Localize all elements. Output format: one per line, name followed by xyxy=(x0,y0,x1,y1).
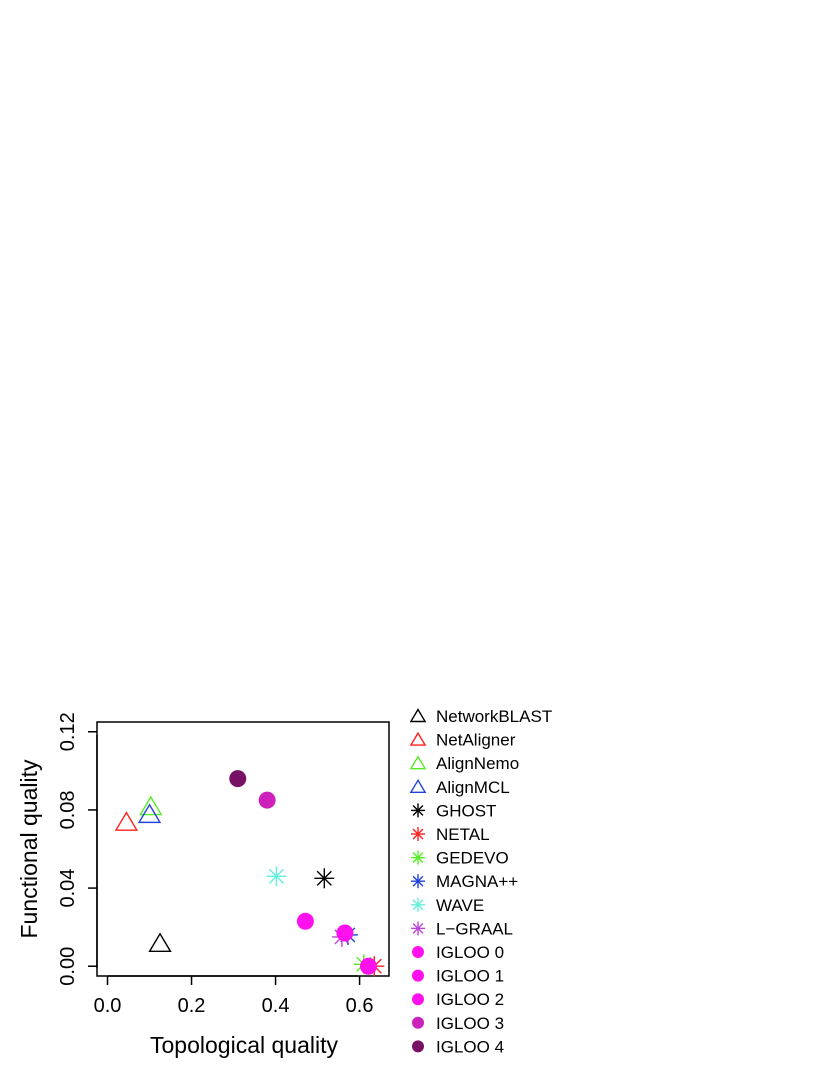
legend-label: WAVE xyxy=(436,896,484,915)
legend-label: IGLOO 2 xyxy=(436,990,504,1009)
legend-item: AlignNemo xyxy=(409,754,519,773)
point-igloo-4 xyxy=(229,770,247,788)
point-netaligner xyxy=(114,811,139,831)
legend-marker xyxy=(411,850,425,865)
point-networkblast xyxy=(148,932,172,953)
legend-marker xyxy=(411,897,425,912)
point-alignmcl xyxy=(137,803,162,824)
y-tick-label: 0.00 xyxy=(57,947,79,986)
y-axis: 0.00 0.04 0.08 0.12 xyxy=(57,712,98,986)
legend-marker xyxy=(409,708,427,723)
legend-label: NetAligner xyxy=(436,731,516,750)
legend-marker xyxy=(412,1040,424,1053)
legend-item: IGLOO 2 xyxy=(412,990,504,1009)
y-tick-label: 0.08 xyxy=(57,790,79,829)
y-tick-label: 0.04 xyxy=(57,869,79,908)
x-tick-label: 0.2 xyxy=(178,995,206,1017)
legend-label: GEDEVO xyxy=(436,849,509,868)
legend-label: AlignMCL xyxy=(436,778,510,797)
point-ghost xyxy=(314,868,335,889)
legend-item: IGLOO 3 xyxy=(412,1014,504,1033)
legend-item: IGLOO 1 xyxy=(412,967,504,986)
legend-marker xyxy=(411,874,425,889)
legend-label: IGLOO 0 xyxy=(436,943,504,962)
point-igloo-1 xyxy=(336,924,354,942)
legend-item: NetAligner xyxy=(409,731,516,750)
legend-item: IGLOO 4 xyxy=(412,1037,504,1056)
legend-label: NETAL xyxy=(436,825,490,844)
legend-item: GEDEVO xyxy=(411,849,509,868)
legend-marker xyxy=(411,921,425,936)
legend-label: IGLOO 1 xyxy=(436,967,504,986)
point-igloo-0 xyxy=(359,957,377,975)
point-igloo-2 xyxy=(296,912,314,930)
point-igloo-3 xyxy=(258,791,276,809)
x-tick-label: 0.0 xyxy=(94,995,122,1017)
data-points xyxy=(114,770,385,977)
legend-label: AlignNemo xyxy=(436,754,519,773)
legend-marker xyxy=(411,803,425,818)
legend-item: WAVE xyxy=(411,896,484,915)
x-axis: 0.0 0.2 0.4 0.6 xyxy=(94,975,374,1017)
legend-item: MAGNA++ xyxy=(411,872,518,891)
legend-item: L−GRAAL xyxy=(411,919,513,938)
legend: NetworkBLAST NetAligner AlignNemo AlignMCL G… xyxy=(409,707,552,1056)
legend-item: AlignMCL xyxy=(409,778,510,797)
y-axis-title: Functional quality xyxy=(16,759,42,938)
legend-item: NETAL xyxy=(411,825,490,844)
legend-item: IGLOO 0 xyxy=(412,943,504,962)
point-wave xyxy=(266,866,287,887)
legend-marker xyxy=(411,827,425,841)
legend-item: NetworkBLAST xyxy=(409,707,552,726)
legend-marker xyxy=(409,731,427,746)
legend-item: GHOST xyxy=(411,801,496,820)
x-tick-label: 0.4 xyxy=(262,995,290,1017)
legend-marker xyxy=(412,946,424,958)
x-tick-label: 0.6 xyxy=(346,995,374,1017)
legend-marker xyxy=(412,969,424,982)
legend-marker xyxy=(409,778,427,793)
legend-label: MAGNA++ xyxy=(436,872,518,891)
legend-marker xyxy=(409,755,427,770)
legend-label: L−GRAAL xyxy=(436,919,513,938)
legend-label: IGLOO 3 xyxy=(436,1014,504,1033)
legend-marker xyxy=(412,1016,424,1029)
y-tick-label: 0.12 xyxy=(57,712,79,751)
point-alignnemo xyxy=(139,795,163,816)
legend-label: GHOST xyxy=(436,801,496,820)
legend-label: IGLOO 4 xyxy=(436,1037,504,1056)
legend-marker xyxy=(412,993,424,1006)
legend-label: NetworkBLAST xyxy=(436,707,552,726)
x-axis-title: Topological quality xyxy=(150,1032,338,1058)
